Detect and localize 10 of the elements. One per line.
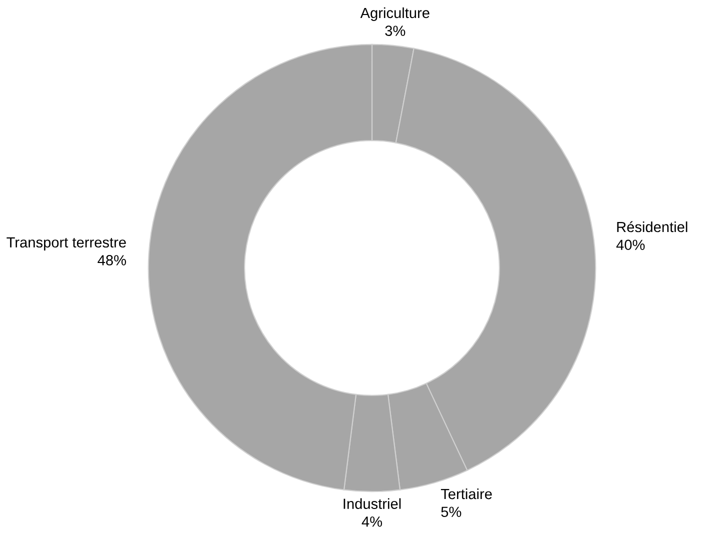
- data-label: 4%: [362, 516, 382, 527]
- slice-label: Transport terrestre: [6, 237, 126, 250]
- slice-label: Agriculture: [360, 7, 430, 22]
- data-label: 5%: [441, 506, 462, 518]
- data-label: 40%: [616, 240, 645, 250]
- slice-label: Industriel: [344, 498, 401, 509]
- slice-label: Tertiaire: [440, 488, 492, 500]
- data-label: 3%: [385, 26, 406, 36]
- data-label: 48%: [98, 255, 126, 266]
- slice-label: Résidentiel: [617, 221, 688, 232]
